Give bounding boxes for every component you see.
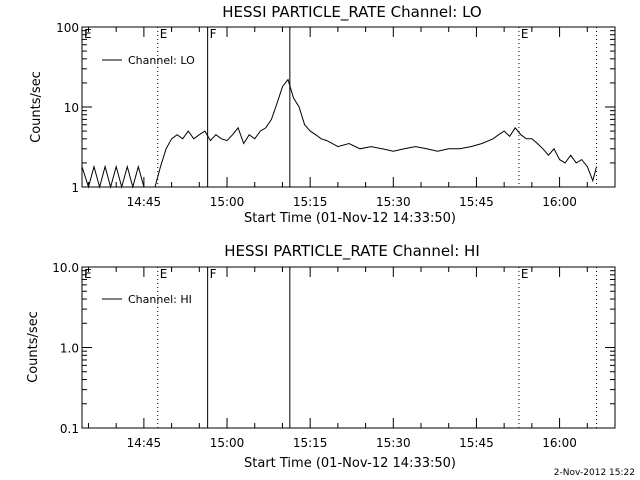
- event-marker-label: E: [160, 27, 168, 41]
- y-axis-label: Counts/sec: [26, 311, 41, 383]
- legend-label: Channel: LO: [128, 54, 195, 67]
- x-tick-label: 15:45: [459, 436, 494, 450]
- plot-frame: [81, 266, 616, 429]
- y-tick-label: 100: [56, 21, 79, 35]
- chart-title: HESSI PARTICLE_RATE Channel: HI: [224, 242, 480, 261]
- x-axis-ticks: 14:45 15:00 15:15 15:30 15:45 16:00: [87, 27, 616, 209]
- event-marker-label: E: [521, 27, 529, 41]
- y-axis-label: Counts/sec: [29, 71, 44, 143]
- x-tick-label: 14:45: [127, 436, 162, 450]
- corner-label: E: [84, 267, 92, 281]
- y-tick-label: 1: [71, 181, 79, 195]
- y-axis-ticks: 1 10 100: [56, 21, 615, 195]
- event-marker-label: E: [521, 267, 529, 281]
- chart-title: HESSI PARTICLE_RATE Channel: LO: [222, 3, 481, 22]
- x-tick-label: 15:45: [459, 195, 494, 209]
- x-tick-label: 14:45: [127, 195, 162, 209]
- x-tick-label: 15:30: [376, 436, 411, 450]
- y-tick-label: 1.0: [60, 342, 79, 356]
- footer-timestamp: 2-Nov-2012 15:22: [554, 468, 635, 478]
- x-tick-label: 15:15: [293, 436, 328, 450]
- series-lines: [81, 78, 597, 189]
- x-tick-label: 15:15: [293, 195, 328, 209]
- x-axis-label: Start Time (01-Nov-12 14:33:50): [244, 456, 456, 471]
- x-tick-label: 16:00: [542, 436, 577, 450]
- event-marker-label: E: [160, 267, 168, 281]
- x-tick-label: 15:30: [376, 195, 411, 209]
- x-tick-label: 15:00: [210, 436, 245, 450]
- panel-hi-channel: HESSI PARTICLE_RATE Channel: HI E F E 0.1 1…: [26, 242, 616, 471]
- x-tick-label: 16:00: [542, 195, 577, 209]
- event-marker-label: F: [210, 267, 217, 281]
- x-axis-ticks: 14:45 15:00 15:15 15:30 15:45 16:00: [87, 267, 616, 450]
- x-axis-label: Start Time (01-Nov-12 14:33:50): [244, 211, 456, 226]
- series-line: [81, 78, 597, 189]
- corner-label: E: [84, 27, 92, 41]
- y-tick-label: 10.0: [52, 261, 79, 275]
- event-marker-label: F: [210, 27, 217, 41]
- legend-label: Channel: HI: [128, 293, 192, 306]
- y-axis-ticks: 0.1 1.0 10.0: [52, 261, 615, 436]
- x-tick-label: 15:00: [210, 195, 245, 209]
- y-tick-label: 10: [64, 101, 79, 115]
- y-tick-label: 0.1: [60, 422, 79, 436]
